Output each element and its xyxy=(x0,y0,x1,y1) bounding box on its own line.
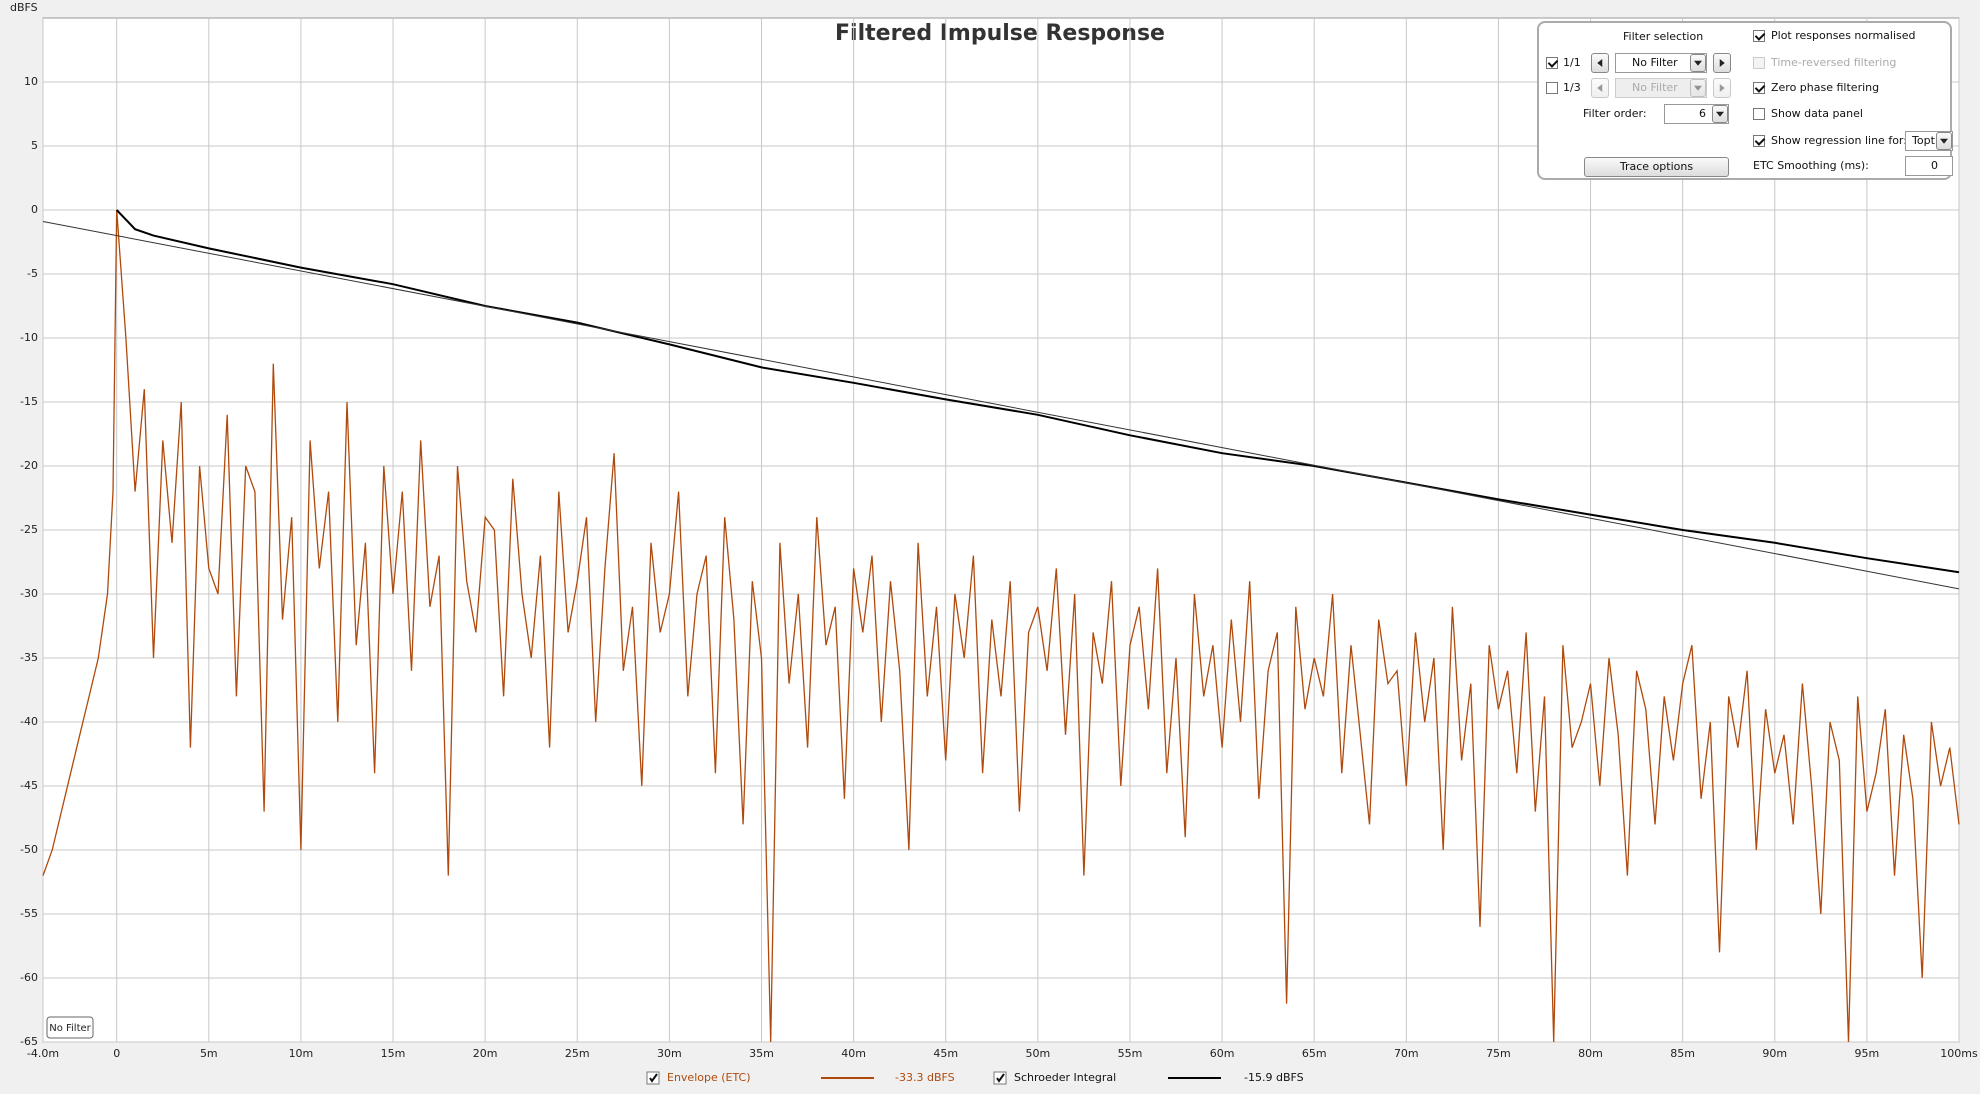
y-tick-label: -15 xyxy=(20,395,38,408)
checkbox[interactable] xyxy=(1546,57,1558,69)
y-tick-label: -25 xyxy=(20,523,38,536)
field-label: ETC Smoothing (ms): xyxy=(1753,159,1869,172)
control-panel: Filter selection 1/1 No Filter 1/3 No Filter… xyxy=(1537,21,1953,180)
chart-title: Filtered Impulse Response xyxy=(835,21,1165,46)
y-axis-label: dBFS xyxy=(10,1,38,14)
series-line xyxy=(42,209,1960,1043)
next-button[interactable] xyxy=(1713,78,1731,98)
legend-check xyxy=(649,1073,658,1083)
option-label: Show data panel xyxy=(1771,107,1863,120)
x-tick-label: 5m xyxy=(200,1047,218,1060)
x-tick-label: 20m xyxy=(473,1047,498,1060)
x-tick-label: 90m xyxy=(1762,1047,1787,1060)
x-tick-label: 55m xyxy=(1118,1047,1143,1060)
option-label: Show regression line for: xyxy=(1771,134,1907,147)
y-tick-label: -20 xyxy=(20,459,38,472)
legend-label: Schroeder Integral xyxy=(1014,1071,1116,1084)
x-tick-label: 85m xyxy=(1670,1047,1695,1060)
dropdown-button[interactable] xyxy=(1712,105,1728,123)
next-button[interactable] xyxy=(1713,53,1731,73)
legend-check xyxy=(996,1073,1005,1083)
section-title: Filter selection xyxy=(1623,30,1704,43)
legend-label: Envelope (ETC) xyxy=(667,1071,751,1084)
checkbox[interactable] xyxy=(1753,82,1765,94)
y-tick-label: -5 xyxy=(27,267,38,280)
x-tick-label: 100ms xyxy=(1940,1047,1978,1060)
x-tick-label: 0 xyxy=(113,1047,120,1060)
y-tick-label: -35 xyxy=(20,651,38,664)
filter-badge-label: No Filter xyxy=(49,1023,91,1034)
option-label: Zero phase filtering xyxy=(1771,81,1880,94)
checkbox[interactable] xyxy=(1546,82,1558,94)
x-tick-label: 30m xyxy=(657,1047,682,1060)
checkbox[interactable] xyxy=(1753,108,1765,120)
x-tick-label: 10m xyxy=(289,1047,314,1060)
checkbox[interactable] xyxy=(1753,30,1765,42)
y-tick-label: -45 xyxy=(20,779,38,792)
x-tick-label: 95m xyxy=(1855,1047,1880,1060)
option-label: Plot responses normalised xyxy=(1771,29,1916,42)
y-tick-label: -10 xyxy=(20,331,38,344)
prev-button[interactable] xyxy=(1591,78,1609,98)
filter-combo[interactable]: No Filter xyxy=(1615,78,1707,98)
checkbox xyxy=(1753,57,1765,69)
smoothing-input[interactable]: 0 xyxy=(1905,156,1953,176)
y-tick-label: -50 xyxy=(20,843,38,856)
dropdown-button[interactable] xyxy=(1690,54,1706,72)
x-tick-label: 80m xyxy=(1578,1047,1603,1060)
x-tick-label: 15m xyxy=(381,1047,406,1060)
x-tick-label: 50m xyxy=(1025,1047,1050,1060)
x-tick-label: 60m xyxy=(1210,1047,1235,1060)
dropdown-button[interactable] xyxy=(1690,79,1706,97)
x-tick-label: 45m xyxy=(933,1047,958,1060)
prev-button[interactable] xyxy=(1591,53,1609,73)
field-label: Filter order: xyxy=(1583,107,1647,120)
x-tick-label: 65m xyxy=(1302,1047,1327,1060)
x-tick-label: 40m xyxy=(841,1047,866,1060)
y-tick-label: 5 xyxy=(31,139,38,152)
checkbox-label: 1/3 xyxy=(1563,81,1581,94)
x-tick-label: 70m xyxy=(1394,1047,1419,1060)
y-tick-label: -65 xyxy=(20,1035,38,1048)
series-line xyxy=(115,209,1960,574)
filter-badge xyxy=(46,1016,94,1039)
regression-line xyxy=(42,221,1960,590)
marks xyxy=(42,209,1960,1043)
x-tick-label: 75m xyxy=(1486,1047,1511,1060)
checkbox-label: 1/1 xyxy=(1563,56,1581,69)
y-tick-label: -40 xyxy=(20,715,38,728)
option-label: Time-reversed filtering xyxy=(1771,56,1897,69)
y-tick-label: -30 xyxy=(20,587,38,600)
filter-combo[interactable]: No Filter xyxy=(1615,53,1707,73)
legend-readout: -15.9 dBFS xyxy=(1244,1071,1304,1084)
checkbox[interactable] xyxy=(1753,135,1765,147)
legend-readout: -33.3 dBFS xyxy=(895,1071,955,1084)
y-tick-label: -55 xyxy=(20,907,38,920)
legend: Envelope (ETC) -33.3 dBFS Schroeder Integr… xyxy=(646,1071,1304,1085)
trace-options-button[interactable]: Trace options xyxy=(1584,157,1729,177)
y-tick-label: 10 xyxy=(24,75,38,88)
x-tick-label: 25m xyxy=(565,1047,590,1060)
y-tick-label: 0 xyxy=(31,203,38,216)
dropdown-button[interactable] xyxy=(1936,132,1952,150)
x-tick-label: 35m xyxy=(749,1047,774,1060)
x-tick-label: -4.0m xyxy=(27,1047,59,1060)
y-tick-label: -60 xyxy=(20,971,38,984)
